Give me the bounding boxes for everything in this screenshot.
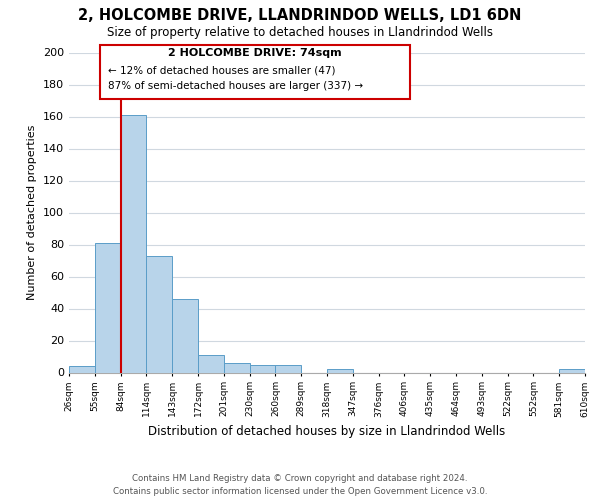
Bar (146, 256, 172, 372)
Bar (95, 243, 121, 372)
Text: 2, HOLCOMBE DRIVE, LLANDRINDOD WELLS, LD1 6DN: 2, HOLCOMBE DRIVE, LLANDRINDOD WELLS, LD… (79, 8, 521, 22)
Text: Size of property relative to detached houses in Llandrindod Wells: Size of property relative to detached ho… (107, 26, 493, 39)
Bar (198, 355, 224, 372)
Bar (275, 364, 301, 372)
Bar (224, 363, 250, 372)
FancyBboxPatch shape (100, 44, 410, 99)
Bar (250, 364, 275, 372)
Text: Contains HM Land Registry data © Crown copyright and database right 2024.
Contai: Contains HM Land Registry data © Crown c… (113, 474, 487, 496)
Text: ← 12% of detached houses are smaller (47): ← 12% of detached houses are smaller (47… (108, 66, 335, 76)
Y-axis label: Number of detached properties: Number of detached properties (28, 125, 37, 300)
Text: 87% of semi-detached houses are larger (337) →: 87% of semi-detached houses are larger (… (108, 82, 363, 92)
Bar (69, 366, 95, 372)
X-axis label: Distribution of detached houses by size in Llandrindod Wells: Distribution of detached houses by size … (148, 425, 506, 438)
Bar (327, 370, 353, 372)
Bar (121, 115, 146, 372)
Text: 2 HOLCOMBE DRIVE: 74sqm: 2 HOLCOMBE DRIVE: 74sqm (168, 48, 341, 58)
Bar (172, 299, 198, 372)
Bar (559, 370, 585, 372)
